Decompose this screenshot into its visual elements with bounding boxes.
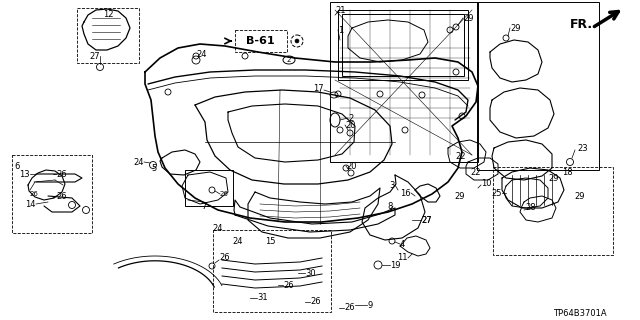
Circle shape xyxy=(295,39,299,43)
Text: 24: 24 xyxy=(212,223,223,233)
Text: 29: 29 xyxy=(548,173,559,182)
Bar xyxy=(330,2,478,162)
Text: 31: 31 xyxy=(257,293,268,302)
Text: 28: 28 xyxy=(525,203,536,212)
Text: 26: 26 xyxy=(56,170,67,179)
Bar xyxy=(12,155,92,233)
Text: 5: 5 xyxy=(152,164,157,172)
Text: 8: 8 xyxy=(388,202,393,211)
Text: 11: 11 xyxy=(397,253,408,262)
Bar xyxy=(338,10,468,80)
Bar xyxy=(185,170,233,206)
Text: 7: 7 xyxy=(202,202,207,211)
Text: FR.: FR. xyxy=(570,18,593,30)
Text: 20: 20 xyxy=(345,121,355,130)
Text: 21: 21 xyxy=(335,5,346,14)
Text: 27: 27 xyxy=(421,215,431,225)
Text: 17: 17 xyxy=(314,84,324,92)
Text: 2: 2 xyxy=(287,57,291,63)
Text: 18: 18 xyxy=(562,168,573,177)
Text: 22: 22 xyxy=(455,151,465,161)
Text: 26: 26 xyxy=(30,191,39,197)
Text: 29: 29 xyxy=(463,13,474,22)
Bar xyxy=(213,230,331,312)
Text: 29: 29 xyxy=(510,23,520,33)
Bar xyxy=(77,8,139,63)
Text: 26: 26 xyxy=(219,252,230,261)
Text: 20: 20 xyxy=(346,162,356,171)
Text: 24: 24 xyxy=(232,236,243,245)
Bar xyxy=(493,167,613,255)
Text: 27: 27 xyxy=(90,52,100,61)
Text: 29: 29 xyxy=(574,191,584,201)
Text: B-61: B-61 xyxy=(246,36,275,46)
Text: 26: 26 xyxy=(344,303,355,313)
Text: 23: 23 xyxy=(577,143,588,153)
Text: 2: 2 xyxy=(348,114,353,123)
Text: 30: 30 xyxy=(305,268,316,277)
Text: 24: 24 xyxy=(196,50,207,59)
Text: 6: 6 xyxy=(14,162,19,171)
Text: 24: 24 xyxy=(134,157,144,166)
Text: 13: 13 xyxy=(19,170,30,179)
Text: 9: 9 xyxy=(367,300,372,309)
Bar xyxy=(342,14,464,76)
Text: 26: 26 xyxy=(56,191,67,201)
Text: 14: 14 xyxy=(26,199,36,209)
Text: 12: 12 xyxy=(103,10,113,19)
Bar xyxy=(235,30,287,52)
Bar xyxy=(477,2,599,170)
Text: 26: 26 xyxy=(283,281,294,290)
Text: 26: 26 xyxy=(310,298,321,307)
Text: 1: 1 xyxy=(338,26,343,35)
Text: 4: 4 xyxy=(400,239,405,249)
Text: 26: 26 xyxy=(220,191,229,197)
Text: 27: 27 xyxy=(421,215,431,225)
Text: 15: 15 xyxy=(265,237,275,246)
Text: TP64B3701A: TP64B3701A xyxy=(553,308,607,317)
Text: 10: 10 xyxy=(481,179,492,188)
Text: 25: 25 xyxy=(492,188,502,197)
Text: 22: 22 xyxy=(470,167,481,177)
Text: 16: 16 xyxy=(401,188,411,197)
Text: 3: 3 xyxy=(390,180,395,189)
Text: 29: 29 xyxy=(454,191,465,201)
Text: 19: 19 xyxy=(390,260,401,269)
